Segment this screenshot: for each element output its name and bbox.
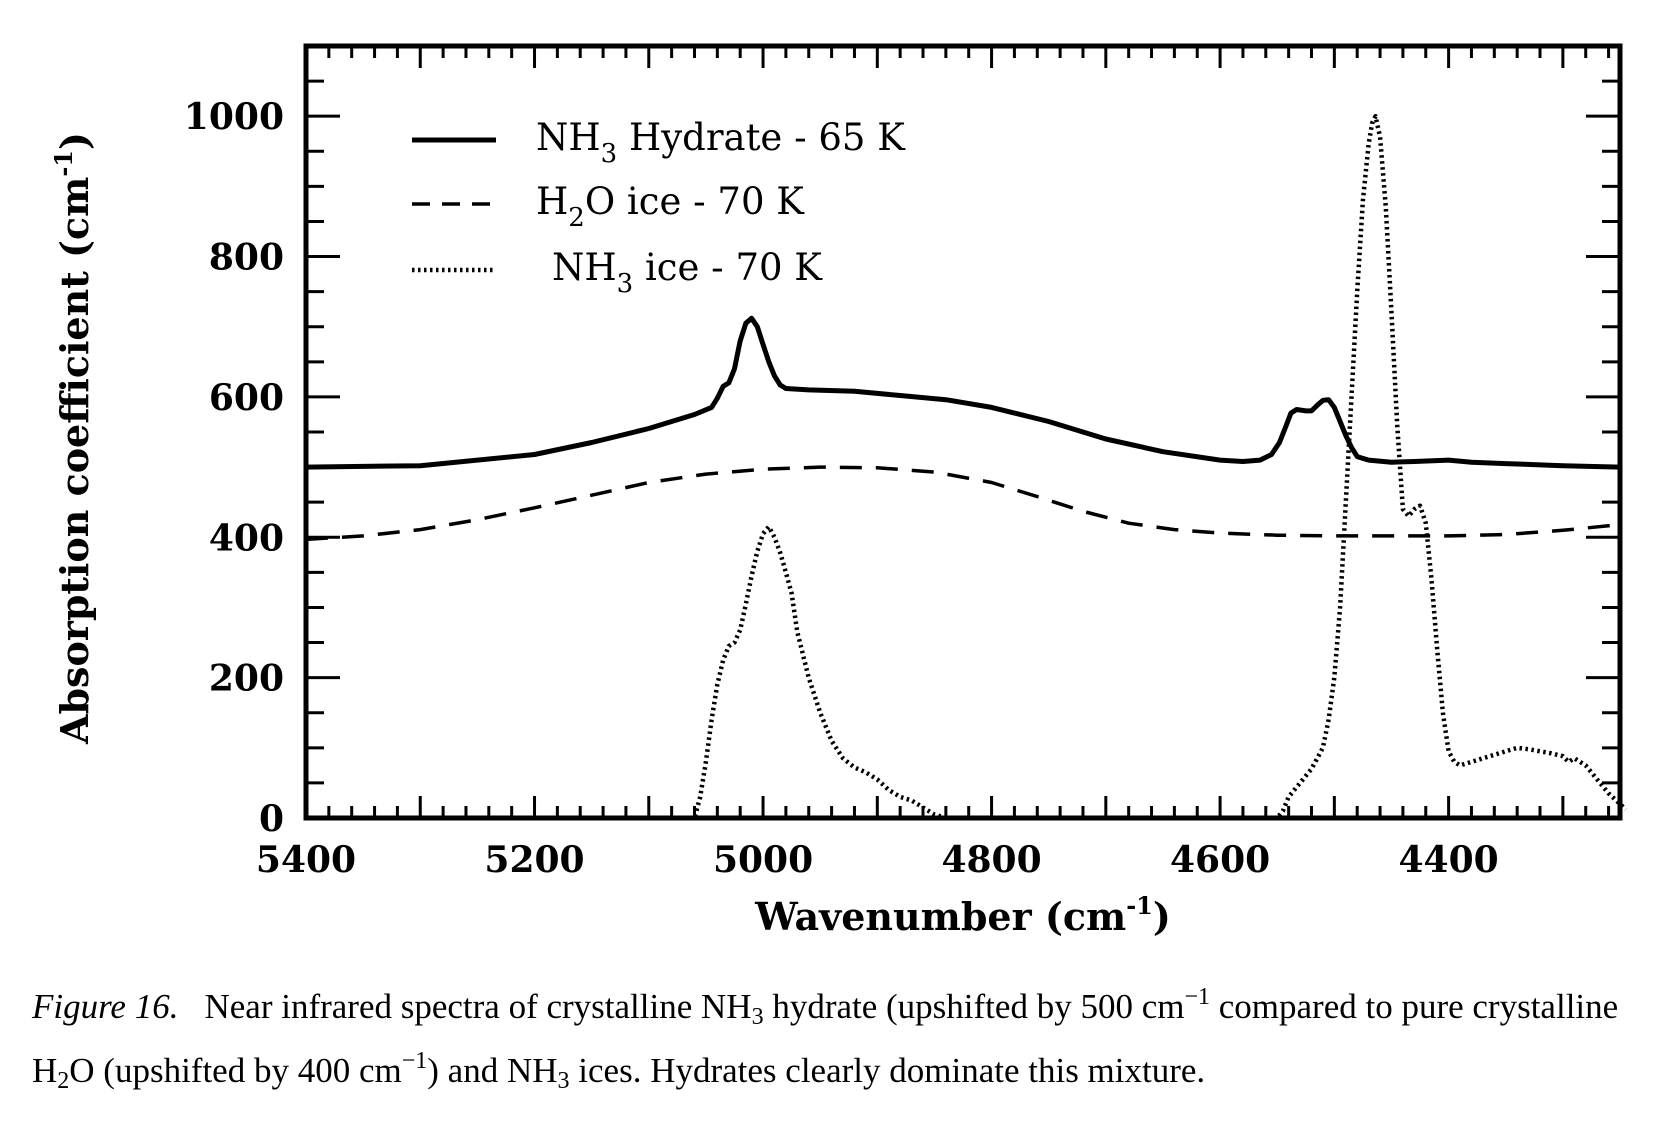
series-line-1 xyxy=(305,315,1621,470)
x-tick-labels: 5400 5200 5000 4800 4600 4400 xyxy=(256,839,1499,881)
x-tick-label: 5000 xyxy=(713,839,813,881)
x-axis-title: Wavenumber (cm-1) xyxy=(754,891,1171,939)
caption-figure-number: Figure 16. xyxy=(32,987,179,1026)
x-tick-label: 4600 xyxy=(1170,839,1270,881)
y-tick-label: 600 xyxy=(209,377,284,419)
series-line-3 xyxy=(306,113,1628,821)
legend: NH3 Hydrate - 65 K H2O ice - 70 K NH3 ice … xyxy=(412,116,906,299)
series-layer xyxy=(305,113,1628,821)
y-axis-title: Absorption coefficient (cm-1) xyxy=(49,132,97,745)
legend-label-1: NH3 Hydrate - 65 K xyxy=(536,116,906,169)
x-tick-label: 4400 xyxy=(1399,839,1499,881)
x-tick-label: 4800 xyxy=(941,839,1041,881)
y-axis-title-group: Absorption coefficient (cm-1) xyxy=(49,132,97,745)
y-tick-label: 400 xyxy=(209,517,284,559)
x-tick-label: 5400 xyxy=(256,839,356,881)
figure-caption: Figure 16. Near infrared spectra of cryst… xyxy=(32,984,1619,1094)
legend-label-3: NH3 ice - 70 K xyxy=(552,246,823,299)
y-tick-labels: 0 200 400 600 800 1000 xyxy=(184,96,284,840)
x-tick-label: 5200 xyxy=(484,839,584,881)
plot-frame xyxy=(303,43,1623,821)
y-tick-label: 800 xyxy=(209,237,284,279)
y-tick-label: 200 xyxy=(209,658,284,700)
series-line-2 xyxy=(305,465,1621,542)
axis-ticks xyxy=(304,44,1620,820)
spectrum-chart: 5400 5200 5000 4800 4600 4400 0 200 400 600 800 10… xyxy=(49,43,1628,939)
x-axis-title-group: Wavenumber (cm-1) xyxy=(754,891,1171,939)
y-tick-label: 1000 xyxy=(184,96,284,138)
legend-label-2: H2O ice - 70 K xyxy=(536,180,805,233)
y-tick-label: 0 xyxy=(259,798,284,840)
